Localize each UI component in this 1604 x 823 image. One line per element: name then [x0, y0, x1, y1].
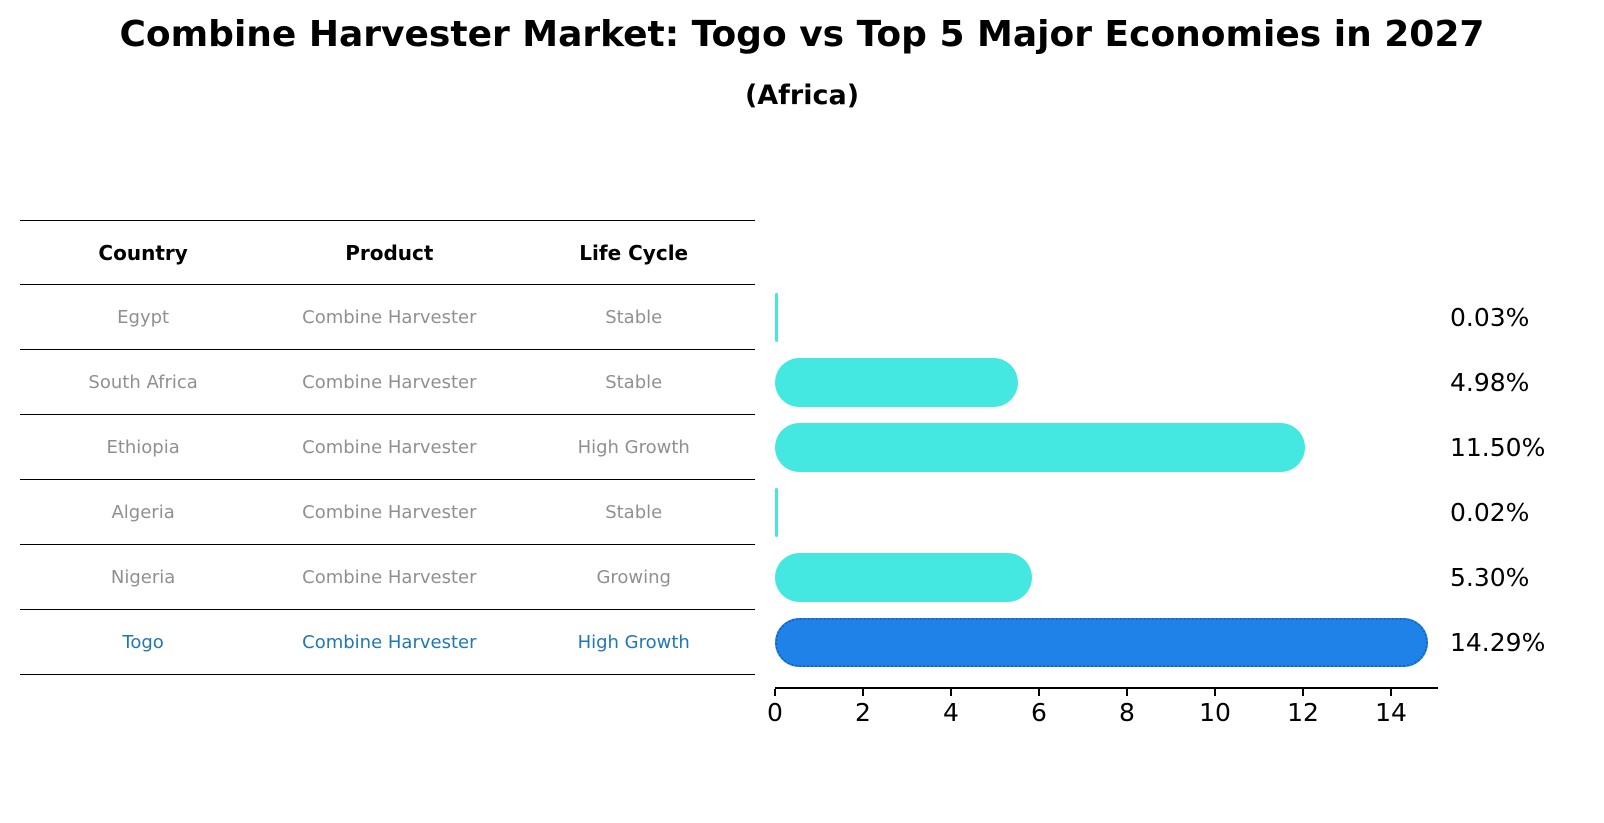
cell-product: Combine Harvester — [302, 306, 477, 328]
header-life-cycle: Life Cycle — [579, 240, 689, 265]
cell-product: Combine Harvester — [302, 436, 477, 458]
x-tick-label: 6 — [1031, 698, 1047, 727]
cell-life-cycle: Growing — [596, 566, 671, 588]
bar-row-algeria — [775, 480, 1435, 545]
bar-ethiopia — [775, 423, 1305, 472]
bar-plot-area — [775, 285, 1435, 675]
bar-togo-highlight — [775, 618, 1428, 667]
table-header-row: Country Product Life Cycle — [20, 220, 755, 285]
bar-south-africa — [775, 358, 1019, 407]
cell-country: Algeria — [111, 501, 175, 523]
x-tick-label: 4 — [943, 698, 959, 727]
bar-row-egypt — [775, 285, 1435, 350]
table-row-ethiopia: Ethiopia Combine Harvester High Growth — [20, 415, 755, 480]
table-row-south-africa: South Africa Combine Harvester Stable — [20, 350, 755, 415]
bar-nigeria — [775, 553, 1033, 602]
cell-product: Combine Harvester — [302, 501, 477, 523]
x-tick — [1038, 689, 1040, 696]
cell-product: Combine Harvester — [302, 631, 477, 653]
bar-egypt — [775, 293, 778, 342]
x-tick — [950, 689, 952, 696]
cell-life-cycle: Stable — [605, 371, 663, 393]
bar-row-nigeria — [775, 545, 1435, 610]
x-axis: 0 2 4 6 8 10 12 14 — [767, 687, 1438, 727]
x-tick-label: 12 — [1287, 698, 1319, 727]
table-row-egypt: Egypt Combine Harvester Stable — [20, 285, 755, 350]
chart-subtitle: (Africa) — [744, 80, 860, 111]
value-label-togo: 14.29% — [1450, 628, 1546, 657]
x-tick — [1302, 689, 1304, 696]
value-label-nigeria: 5.30% — [1450, 563, 1530, 592]
cell-country: Togo — [122, 631, 164, 653]
cell-life-cycle: Stable — [605, 501, 663, 523]
cell-country: Egypt — [117, 306, 170, 328]
cell-country: Ethiopia — [106, 436, 180, 458]
table-row-togo: Togo Combine Harvester High Growth — [20, 610, 755, 675]
x-tick-label: 2 — [855, 698, 871, 727]
x-tick — [1390, 689, 1392, 696]
cell-product: Combine Harvester — [302, 566, 477, 588]
header-product: Product — [345, 240, 434, 265]
cell-country: Nigeria — [110, 566, 176, 588]
bar-row-ethiopia — [775, 415, 1435, 480]
value-label-algeria: 0.02% — [1450, 498, 1530, 527]
bar-algeria — [775, 488, 778, 537]
info-table: Country Product Life Cycle Egypt Combine… — [20, 220, 755, 675]
bar-row-togo — [775, 610, 1435, 675]
x-tick-label: 8 — [1119, 698, 1135, 727]
x-tick — [1126, 689, 1128, 696]
cell-life-cycle: High Growth — [577, 436, 690, 458]
cell-life-cycle: Stable — [605, 306, 663, 328]
x-tick — [862, 689, 864, 696]
x-tick — [1214, 689, 1216, 696]
cell-product: Combine Harvester — [302, 371, 477, 393]
header-country: Country — [98, 240, 188, 265]
chart-title: Combine Harvester Market: Togo vs Top 5 … — [119, 14, 1485, 55]
value-labels: 0.03% 4.98% 11.50% 0.02% 5.30% 14.29% — [1450, 285, 1600, 675]
cell-country: South Africa — [88, 371, 198, 393]
value-label-egypt: 0.03% — [1450, 303, 1530, 332]
x-tick-label: 10 — [1199, 698, 1231, 727]
table-row-algeria: Algeria Combine Harvester Stable — [20, 480, 755, 545]
x-tick — [774, 689, 776, 696]
bar-row-south-africa — [775, 350, 1435, 415]
cell-life-cycle: High Growth — [577, 631, 690, 653]
table-row-nigeria: Nigeria Combine Harvester Growing — [20, 545, 755, 610]
x-tick-label: 14 — [1375, 698, 1407, 727]
value-label-ethiopia: 11.50% — [1450, 433, 1546, 462]
value-label-south-africa: 4.98% — [1450, 368, 1530, 397]
x-tick-label: 0 — [767, 698, 783, 727]
